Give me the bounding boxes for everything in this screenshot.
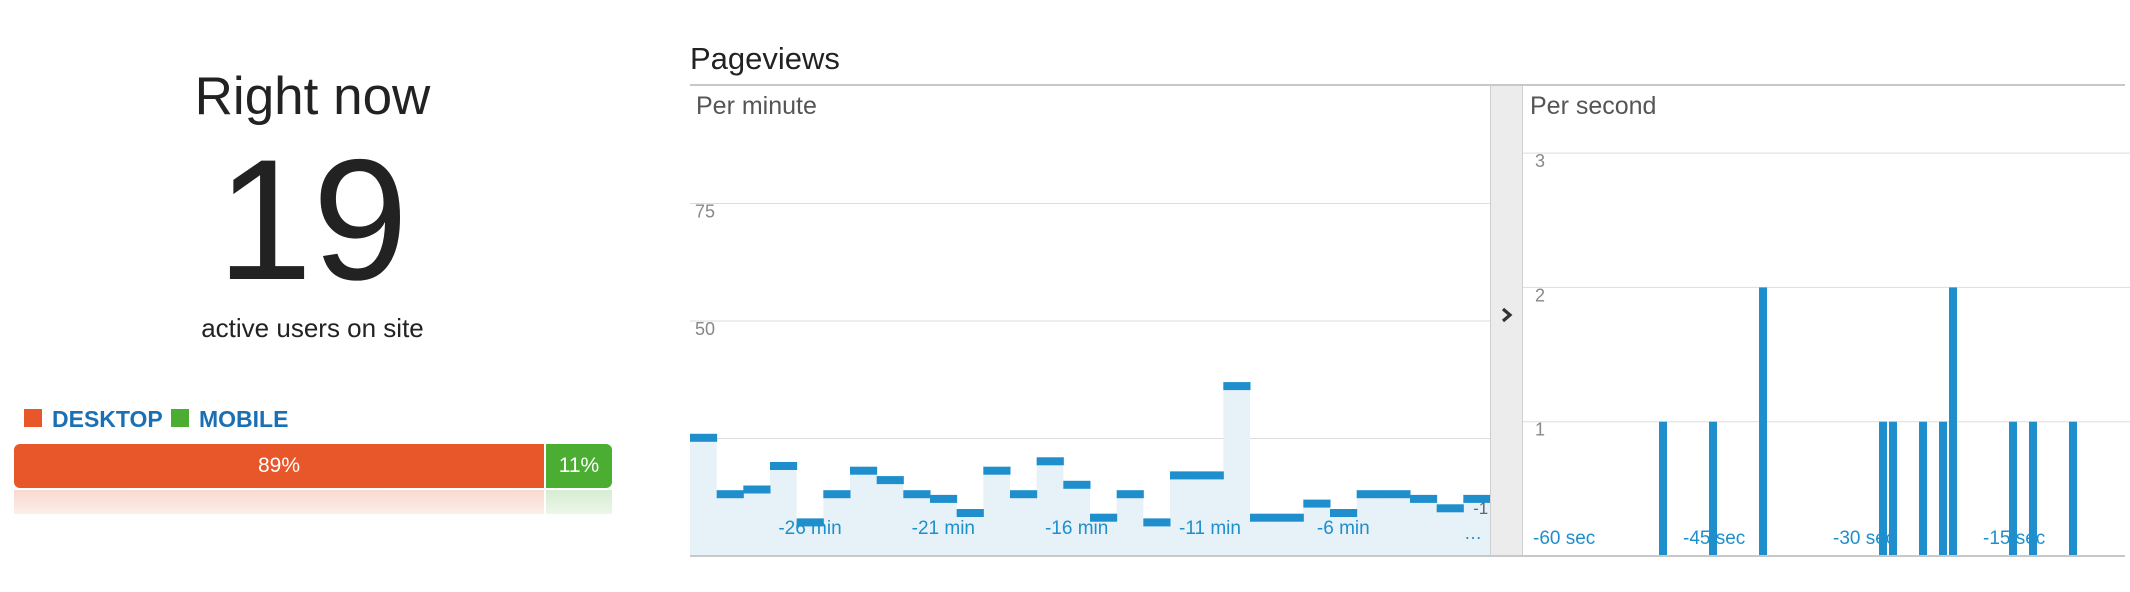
- pageviews-title: Pageviews: [690, 41, 840, 76]
- second-bar: [1659, 421, 1667, 556]
- legend-label-mobile: MOBILE: [199, 406, 289, 432]
- minute-bar: [1383, 490, 1411, 499]
- per-minute-label: Per minute: [696, 92, 817, 120]
- minute-bar: [690, 433, 718, 442]
- minute-bar: [1303, 499, 1331, 508]
- active-users-caption: active users on site: [201, 313, 424, 343]
- mobile-swatch: [171, 409, 189, 427]
- minute-bar: [1436, 504, 1464, 513]
- pageviews-area: [690, 382, 1490, 556]
- second-bar: [1759, 287, 1767, 556]
- second-bar: [1949, 287, 1957, 556]
- y-tick-label: 75: [695, 202, 715, 222]
- per-second-chart: 123-60 sec-45 sec-30 sec-15 sec: [1523, 151, 2130, 556]
- minute-bar: [1090, 513, 1118, 522]
- minute-bar: [1330, 509, 1358, 517]
- second-bar: [2069, 421, 2077, 556]
- chevron-right-icon: [1501, 307, 1513, 323]
- desktop-reflection: [14, 490, 544, 514]
- second-bar: [1709, 421, 1717, 556]
- minute-bar: [1356, 490, 1384, 499]
- second-bar: [1889, 421, 1897, 556]
- device-share-bar: 89% 11%: [14, 444, 612, 488]
- per-minute-chart: 255075-26 min-21 min-16 min-11 min-6 min…: [690, 202, 1490, 556]
- second-bar: [1879, 421, 1887, 556]
- minute-bar: [1116, 490, 1144, 499]
- second-bar: [2009, 421, 2017, 556]
- desktop-share-segment[interactable]: 89%: [14, 444, 544, 488]
- minute-bar: [956, 509, 984, 517]
- x-tick-label: -6 min: [1317, 518, 1370, 539]
- minute-bar: [1463, 494, 1490, 503]
- mobile-reflection: [546, 490, 612, 514]
- y-tick-label: 2: [1535, 285, 1545, 305]
- device-bar-reflection: [14, 490, 612, 514]
- minute-bar: [1276, 513, 1304, 522]
- minute-bar: [903, 490, 931, 499]
- x-tick-label: -60 sec: [1533, 528, 1595, 549]
- minute-bar: [743, 485, 771, 494]
- minute-bar: [1196, 471, 1224, 480]
- per-second-label: Per second: [1530, 92, 1657, 120]
- x-tick-label: …: [1464, 523, 1482, 543]
- charts-top-border: [690, 84, 2125, 86]
- minute-bar: [823, 490, 851, 499]
- minute-bar: [1223, 382, 1251, 391]
- minute-bar: [1143, 518, 1171, 527]
- second-bar: [1939, 421, 1947, 556]
- summary-title: Right now: [194, 67, 431, 126]
- legend-label-desktop: DESKTOP: [52, 406, 163, 432]
- minute-bar: [850, 466, 878, 475]
- minute-bar: [983, 466, 1011, 475]
- minute-bar: [1410, 494, 1438, 503]
- mobile-share-segment[interactable]: 11%: [546, 444, 612, 488]
- minute-bar: [770, 462, 798, 470]
- x-tick-label: -26 min: [778, 518, 841, 539]
- desktop-swatch: [24, 409, 42, 427]
- x-tick-label: -11 min: [1179, 518, 1241, 539]
- active-users-count: 19: [216, 124, 409, 316]
- y-tick-label: 1: [1535, 420, 1545, 440]
- realtime-summary-panel: Right now 19 active users on site DESKTO…: [0, 0, 630, 592]
- second-bar: [1919, 421, 1927, 556]
- y-tick-label: 3: [1535, 151, 1545, 171]
- chart-divider-toggle[interactable]: [1490, 86, 1523, 556]
- second-bar: [2029, 421, 2037, 556]
- charts-bottom-border: [690, 555, 2125, 557]
- minute-bar: [930, 494, 958, 503]
- x-tick-label: -1: [1473, 499, 1488, 518]
- minute-bar: [1010, 490, 1038, 499]
- y-tick-label: 50: [695, 319, 715, 339]
- minute-bar: [1036, 457, 1064, 466]
- x-tick-label: -21 min: [912, 518, 975, 539]
- minute-bar: [1250, 513, 1278, 522]
- minute-bar: [1170, 471, 1198, 480]
- minute-bar: [796, 518, 824, 527]
- minute-bar: [876, 476, 904, 485]
- minute-bar: [1063, 480, 1091, 489]
- minute-bar: [716, 490, 744, 499]
- x-tick-label: -16 min: [1045, 518, 1108, 539]
